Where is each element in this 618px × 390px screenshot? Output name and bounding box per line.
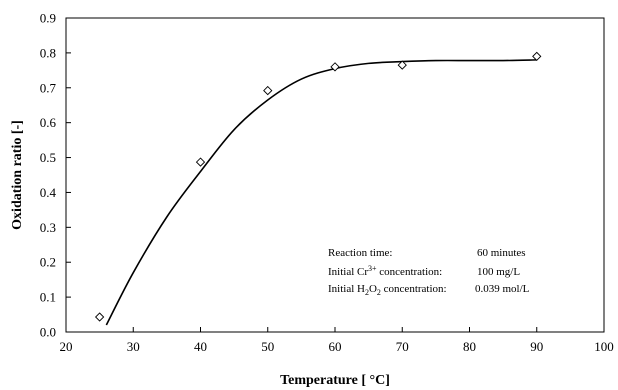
y-tick-label: 0.5 <box>40 150 56 165</box>
annotation-cr-value: 100 mg/L <box>477 266 520 278</box>
annotation-h2o2-concentration: Initial H2O2 concentration: <box>328 283 447 297</box>
y-tick-label: 0.1 <box>40 290 56 305</box>
x-tick-label: 60 <box>329 339 342 354</box>
y-tick-label: 0.7 <box>40 80 57 95</box>
x-tick-label: 40 <box>194 339 207 354</box>
y-tick-label: 0.4 <box>40 185 57 200</box>
x-tick-label: 100 <box>594 339 614 354</box>
data-point <box>330 62 340 72</box>
y-axis-title: Oxidation ratio [-] <box>10 120 25 230</box>
x-tick-label: 20 <box>60 339 73 354</box>
x-tick-label: 90 <box>530 339 543 354</box>
y-tick-label: 0.2 <box>40 255 56 270</box>
y-tick-label: 0.8 <box>40 45 56 60</box>
y-tick-label: 0.0 <box>40 325 56 340</box>
x-axis-ticks: 20 30 40 50 60 70 80 90 100 <box>60 327 614 354</box>
data-point <box>195 157 206 167</box>
x-axis-title: Temperature [ °C] <box>280 373 390 388</box>
data-points <box>94 51 542 322</box>
annotation-h2o2-value: 0.039 mol/L <box>475 283 530 295</box>
y-axis-ticks: 0.0 0.1 0.2 0.3 0.4 0.5 0.6 0.7 0.8 0.9 <box>40 11 71 340</box>
annotation-reaction-value: 60 minutes <box>477 247 526 259</box>
annotation-block: Reaction time: 60 minutes Initial Cr3+ c… <box>328 247 530 297</box>
fitted-curve <box>105 59 537 326</box>
x-tick-label: 70 <box>396 339 409 354</box>
x-tick-label: 50 <box>261 339 274 354</box>
y-tick-label: 0.3 <box>40 220 56 235</box>
x-tick-label: 80 <box>463 339 476 354</box>
data-point <box>397 60 407 70</box>
y-tick-label: 0.6 <box>40 115 57 130</box>
data-point <box>532 51 542 62</box>
data-point <box>263 85 273 96</box>
x-tick-label: 30 <box>127 339 140 354</box>
y-tick-label: 0.9 <box>40 11 56 26</box>
annotation-reaction-time: Reaction time: <box>328 247 392 259</box>
annotation-cr-concentration: Initial Cr3+ concentration: <box>328 264 442 278</box>
data-point <box>94 312 105 322</box>
